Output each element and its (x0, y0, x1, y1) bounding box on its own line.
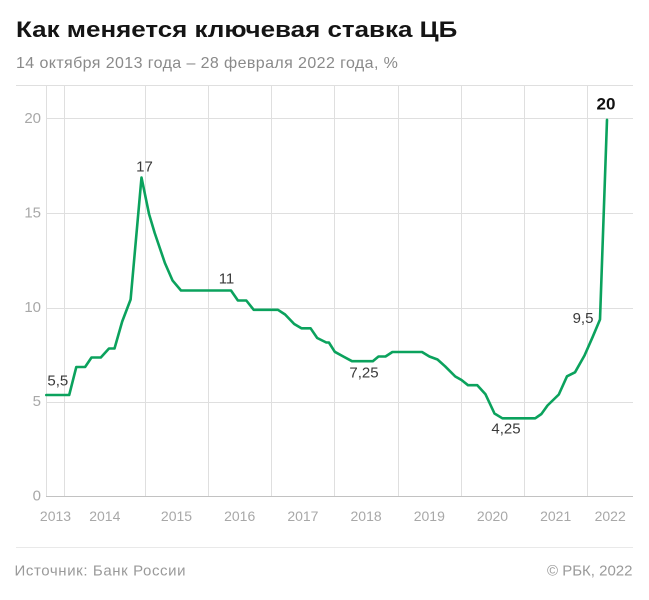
svg-text:Источник: Банк России: Источник: Банк России (15, 563, 187, 580)
svg-text:10: 10 (24, 299, 41, 316)
svg-text:2019: 2019 (414, 508, 445, 524)
svg-text:2013: 2013 (40, 508, 71, 524)
svg-text:20: 20 (597, 95, 616, 114)
svg-text:15: 15 (24, 204, 41, 221)
svg-text:4,25: 4,25 (491, 421, 520, 438)
svg-text:2014: 2014 (89, 508, 120, 524)
svg-text:20: 20 (24, 110, 41, 127)
svg-text:2016: 2016 (224, 508, 255, 524)
svg-text:2018: 2018 (351, 508, 382, 524)
svg-text:17: 17 (136, 158, 153, 175)
svg-text:9,5: 9,5 (573, 310, 594, 327)
svg-text:2020: 2020 (477, 508, 508, 524)
svg-text:7,25: 7,25 (349, 365, 378, 382)
svg-text:© РБК, 2022: © РБК, 2022 (547, 563, 633, 580)
svg-text:0: 0 (33, 488, 41, 505)
svg-text:2021: 2021 (540, 508, 571, 524)
svg-text:2015: 2015 (161, 508, 192, 524)
svg-text:2017: 2017 (287, 508, 318, 524)
svg-text:11: 11 (219, 270, 235, 287)
svg-text:5,5: 5,5 (47, 372, 68, 389)
svg-text:2022: 2022 (595, 508, 626, 524)
svg-text:5: 5 (33, 393, 41, 410)
